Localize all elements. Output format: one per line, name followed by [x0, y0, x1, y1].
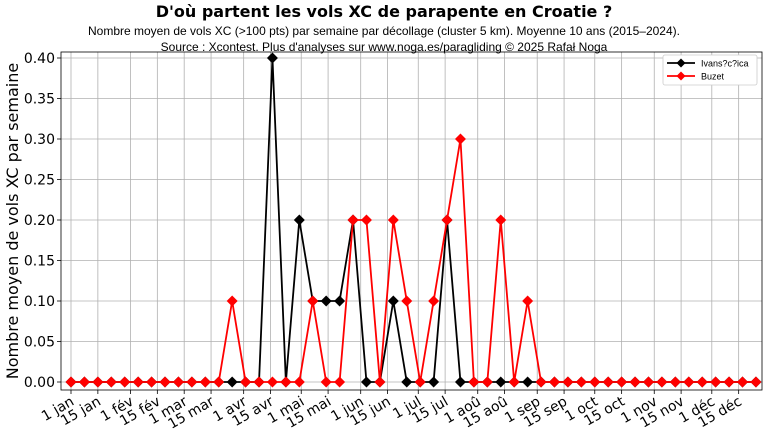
- legend-marker: [676, 58, 686, 68]
- data-point-marker: [414, 376, 426, 388]
- data-point-marker: [374, 376, 386, 388]
- data-point-marker: [347, 214, 359, 226]
- data-point-marker: [428, 376, 440, 388]
- data-point-marker: [78, 376, 90, 388]
- data-point-marker: [226, 295, 238, 307]
- data-point-marker: [280, 376, 292, 388]
- data-point-marker: [307, 295, 319, 307]
- data-point-marker: [159, 376, 171, 388]
- data-point-marker: [535, 376, 547, 388]
- data-point-marker: [548, 376, 560, 388]
- legend-label: Ivans?c?ica: [701, 59, 749, 69]
- y-tick-label: 0.30: [24, 132, 55, 148]
- data-point-marker: [213, 376, 225, 388]
- data-point-marker: [172, 376, 184, 388]
- data-point-marker: [522, 295, 534, 307]
- series-line-1: [71, 138, 756, 383]
- data-point-marker: [495, 376, 507, 388]
- data-point-marker: [629, 376, 641, 388]
- data-point-marker: [522, 376, 534, 388]
- data-point-marker: [642, 376, 654, 388]
- data-point-marker: [602, 376, 614, 388]
- data-point-marker: [575, 376, 587, 388]
- data-point-marker: [334, 376, 346, 388]
- data-point-marker: [320, 376, 332, 388]
- data-point-marker: [105, 376, 117, 388]
- chart-subtitle: Nombre moyen de vols XC (>100 pts) par s…: [88, 24, 680, 38]
- data-point-marker: [737, 376, 748, 388]
- data-point-marker: [199, 376, 211, 388]
- data-point-marker: [454, 133, 466, 145]
- data-point-marker: [266, 52, 278, 64]
- data-point-marker: [387, 214, 399, 226]
- data-point-marker: [495, 214, 507, 226]
- y-axis-label: Nombre moyen de vols XC par semaine: [3, 63, 22, 379]
- y-tick-label: 0.15: [24, 254, 55, 270]
- data-point-marker: [454, 376, 466, 388]
- data-point-marker: [266, 376, 278, 388]
- data-point-marker: [387, 295, 399, 307]
- data-point-marker: [508, 376, 520, 388]
- data-point-marker: [669, 376, 681, 388]
- data-point-marker: [240, 376, 252, 388]
- y-tick-label: 0.25: [24, 173, 55, 189]
- legend-marker: [676, 71, 686, 81]
- data-point-marker: [696, 376, 708, 388]
- data-point-marker: [710, 376, 722, 388]
- data-point-marker: [401, 376, 413, 388]
- data-point-marker: [723, 376, 735, 388]
- plot-frame: [60, 51, 763, 391]
- data-point-marker: [132, 376, 144, 388]
- y-tick-label: 0.20: [24, 213, 55, 229]
- data-point-marker: [146, 376, 158, 388]
- data-point-marker: [334, 295, 346, 307]
- data-point-marker: [441, 214, 453, 226]
- data-point-marker: [320, 295, 332, 307]
- data-point-marker: [360, 376, 372, 388]
- data-point-marker: [481, 376, 493, 388]
- data-point-marker: [65, 376, 77, 388]
- data-point-marker: [589, 376, 601, 388]
- data-point-marker: [428, 295, 440, 307]
- data-point-marker: [186, 376, 198, 388]
- data-point-marker: [92, 376, 104, 388]
- data-point-marker: [683, 376, 695, 388]
- data-point-marker: [226, 376, 238, 388]
- chart-title: D'où partent les vols XC de parapente en…: [155, 2, 613, 21]
- y-tick-label: 0.05: [24, 335, 55, 351]
- legend-label: Buzet: [701, 72, 725, 82]
- data-point-marker: [293, 376, 305, 388]
- data-point-marker: [656, 376, 668, 388]
- data-point-marker: [253, 376, 265, 388]
- data-point-marker: [562, 376, 574, 388]
- data-point-marker: [119, 376, 131, 388]
- y-tick-label: 0.10: [24, 294, 55, 310]
- data-point-marker: [616, 376, 628, 388]
- y-tick-label: 0.40: [24, 51, 55, 67]
- y-tick-label: 0.35: [24, 92, 55, 108]
- data-point-marker: [750, 376, 762, 388]
- chart-source: Source : Xcontest. Plus d'analyses sur w…: [160, 40, 608, 54]
- data-point-marker: [401, 295, 413, 307]
- y-tick-label: 0.00: [24, 375, 55, 391]
- data-point-marker: [293, 214, 305, 226]
- data-point-marker: [468, 376, 480, 388]
- data-point-marker: [360, 214, 372, 226]
